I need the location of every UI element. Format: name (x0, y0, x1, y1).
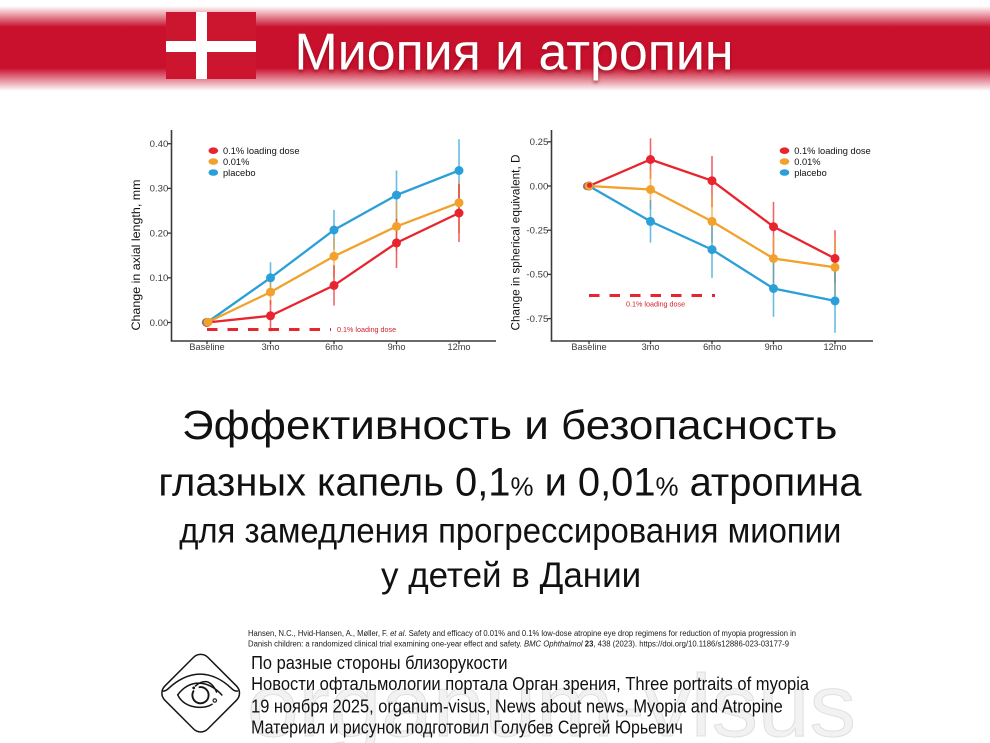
svg-text:6mo: 6mo (703, 342, 721, 352)
svg-text:Baseline: Baseline (571, 342, 606, 352)
svg-text:-0.25: -0.25 (526, 226, 548, 237)
svg-text:Эффективность и безопасность: Эффективность и безопасность (182, 402, 837, 448)
svg-text:Новости офтальмологии портала: Новости офтальмологии портала Орган зрен… (251, 674, 810, 694)
svg-text:Материал и рисунок подготовил: Материал и рисунок подготовил Голубев Се… (251, 718, 683, 738)
svg-text:Danish children: a randomized: Danish children: a randomized clinical t… (248, 640, 790, 649)
svg-text:-0.75: -0.75 (526, 314, 548, 325)
svg-text:у детей в Дании: у детей в Дании (381, 555, 641, 595)
svg-text:Миопия и атропин: Миопия и атропин (295, 23, 734, 81)
svg-text:0.01%: 0.01% (223, 157, 249, 167)
svg-text:0.40: 0.40 (150, 139, 169, 150)
svg-text:0.01%: 0.01% (794, 157, 820, 167)
svg-text:0.00: 0.00 (150, 318, 169, 329)
svg-text:0.10: 0.10 (150, 273, 169, 284)
svg-text:0.00: 0.00 (530, 181, 549, 192)
svg-text:0.1% loading dose: 0.1% loading dose (337, 325, 396, 334)
svg-text:12mo: 12mo (824, 342, 847, 352)
svg-text:12mo: 12mo (448, 342, 471, 352)
svg-text:Change in spherical equivalent: Change in spherical equivalent, D (509, 155, 523, 331)
svg-text:Hansen, N.C., Hvid-Hansen, A.,: Hansen, N.C., Hvid-Hansen, A., Møller, F… (248, 629, 796, 638)
svg-text:placebo: placebo (223, 168, 256, 178)
svg-text:6mo: 6mo (325, 342, 343, 352)
svg-text:0.25: 0.25 (530, 137, 549, 148)
svg-text:По разные стороны близорукости: По разные стороны близорукости (251, 653, 507, 673)
svg-text:0.1% loading dose: 0.1% loading dose (794, 146, 871, 156)
svg-text:глазных капель 0,1% и 0,01% ат: глазных капель 0,1% и 0,01% атропина (158, 460, 862, 504)
svg-text:-0.50: -0.50 (526, 270, 548, 281)
svg-text:9mo: 9mo (388, 342, 406, 352)
svg-text:0.1% loading dose: 0.1% loading dose (626, 300, 685, 309)
svg-text:9mo: 9mo (765, 342, 783, 352)
svg-text:3mo: 3mo (262, 342, 280, 352)
svg-text:Baseline: Baseline (189, 342, 224, 352)
svg-text:placebo: placebo (794, 168, 827, 178)
svg-text:19 ноября 2025, organum-visus,: 19 ноября 2025, organum-visus, News abou… (251, 696, 783, 716)
svg-text:organum-visus: organum-visus (247, 656, 856, 743)
svg-text:для замедления прогрессировани: для замедления прогрессирования миопии (179, 510, 841, 550)
svg-text:0.20: 0.20 (150, 228, 169, 239)
svg-text:0.30: 0.30 (150, 184, 169, 195)
svg-text:3mo: 3mo (642, 342, 660, 352)
svg-text:Change in axial length, mm: Change in axial length, mm (129, 179, 143, 330)
svg-text:0.1% loading dose: 0.1% loading dose (223, 146, 300, 156)
